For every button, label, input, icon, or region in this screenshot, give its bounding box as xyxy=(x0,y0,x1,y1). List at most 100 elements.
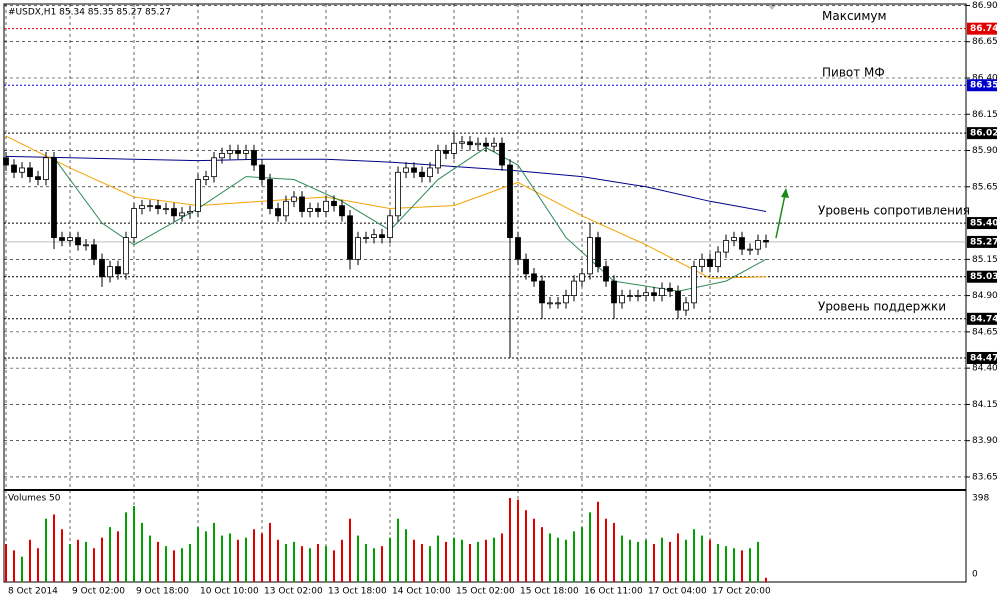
candle-body xyxy=(315,208,321,212)
candle-body xyxy=(715,251,721,267)
candle-body xyxy=(731,237,737,241)
level-tag xyxy=(967,351,997,364)
candle-body xyxy=(651,292,657,297)
candle-body xyxy=(387,215,393,238)
candle-body xyxy=(59,237,65,241)
level-name: Максимум xyxy=(822,9,887,23)
candle-body xyxy=(107,266,113,278)
candle-body xyxy=(203,176,209,180)
y-tick-label: 84.40 xyxy=(972,364,998,374)
candle-body xyxy=(483,142,489,147)
y-tick-label: 86.15 xyxy=(972,110,998,120)
candle-body xyxy=(331,200,337,207)
candle-body xyxy=(443,150,449,154)
candle-body xyxy=(403,167,409,173)
candle-body xyxy=(739,237,745,250)
candle-body xyxy=(411,167,417,173)
candle-body xyxy=(603,266,609,282)
y-tick-label: 84.15 xyxy=(972,400,998,410)
candle-body xyxy=(499,142,505,166)
volume-title: Volumes 50 xyxy=(8,494,61,504)
y-tick-label: 83.65 xyxy=(972,472,998,482)
level-tag xyxy=(967,270,997,283)
scroll-marker xyxy=(768,5,776,10)
arrow-head xyxy=(781,188,789,198)
candle-body xyxy=(283,200,289,217)
arrow xyxy=(775,189,787,239)
candle-body xyxy=(683,302,689,311)
chart-header: #USDX,H1 85.34 85.35 85.27 85.27 xyxy=(8,8,171,18)
moving-average xyxy=(53,147,767,292)
level-price: 86.02 xyxy=(970,129,998,139)
candle-body xyxy=(611,280,617,304)
x-tick-label: 17 Oct 20:00 xyxy=(712,587,771,597)
x-tick-label: 9 Oct 02:00 xyxy=(72,587,125,597)
candle-body xyxy=(755,240,761,250)
candle-body xyxy=(627,295,633,298)
candle-body xyxy=(115,266,121,275)
candle-body xyxy=(427,167,433,178)
x-tick-label: 10 Oct 10:00 xyxy=(200,587,259,597)
candle-body xyxy=(379,234,385,238)
moving-average xyxy=(5,135,767,279)
candle-body xyxy=(323,200,329,212)
candle-body xyxy=(699,258,705,267)
level-price: 85.40 xyxy=(970,219,998,229)
candle-body xyxy=(347,215,353,260)
candle-body xyxy=(11,164,17,173)
level-tag xyxy=(967,312,997,325)
candle-body xyxy=(227,150,233,154)
y-tick-label: 85.90 xyxy=(972,146,998,156)
candle-body xyxy=(635,295,641,298)
level-price: 85.27 xyxy=(970,237,998,247)
candle-body xyxy=(259,164,265,180)
y-tick-label: 84.65 xyxy=(972,327,998,337)
x-tick-label: 8 Oct 2014 xyxy=(8,587,58,597)
candle-body xyxy=(643,292,649,297)
candle-body xyxy=(507,164,513,238)
candle-body xyxy=(307,208,313,212)
candle-body xyxy=(419,171,425,178)
candle-body xyxy=(275,208,281,217)
level-tag xyxy=(967,235,997,248)
candle-body xyxy=(187,211,193,214)
x-tick-label: 15 Oct 18:00 xyxy=(520,587,579,597)
level-name: Пивот МФ xyxy=(822,66,885,80)
candle-body xyxy=(563,295,569,304)
plot-frame xyxy=(3,3,967,583)
x-tick-label: 13 Oct 18:00 xyxy=(328,587,387,597)
level-tag xyxy=(967,79,997,92)
level-price: 85.03 xyxy=(970,272,998,282)
x-tick-label: 16 Oct 11:00 xyxy=(584,587,643,597)
y-tick-label: 85.65 xyxy=(972,182,998,192)
candle-body xyxy=(539,280,545,304)
level-price: 84.47 xyxy=(970,353,998,363)
y-tick-label: 86.65 xyxy=(972,37,998,47)
candle-body xyxy=(619,295,625,304)
volume-tick-label: 0 xyxy=(972,570,978,580)
y-tick-label: 86.90 xyxy=(972,1,998,11)
y-tick-label: 83.90 xyxy=(972,436,998,446)
candle-body xyxy=(475,142,481,146)
candle-body xyxy=(43,157,49,180)
candle-body xyxy=(267,179,273,209)
x-tick-label: 13 Oct 02:00 xyxy=(264,587,323,597)
candle-body xyxy=(251,150,257,166)
candle-body xyxy=(83,244,89,247)
level-name: Уровень поддержки xyxy=(818,299,946,313)
candle-body xyxy=(747,248,753,251)
candle-body xyxy=(339,205,345,217)
level-tag xyxy=(967,217,997,230)
level-tag xyxy=(967,22,997,35)
candle-body xyxy=(691,266,697,304)
moving-average xyxy=(5,155,767,212)
level-name: Уровень сопротивления xyxy=(818,204,970,218)
candle-body xyxy=(555,302,561,305)
candle-body xyxy=(355,237,361,260)
level-price: 86.35 xyxy=(970,81,998,91)
candle-body xyxy=(123,237,129,275)
x-tick-label: 17 Oct 04:00 xyxy=(648,587,707,597)
candle-body xyxy=(675,290,681,311)
candle-body xyxy=(299,196,305,212)
